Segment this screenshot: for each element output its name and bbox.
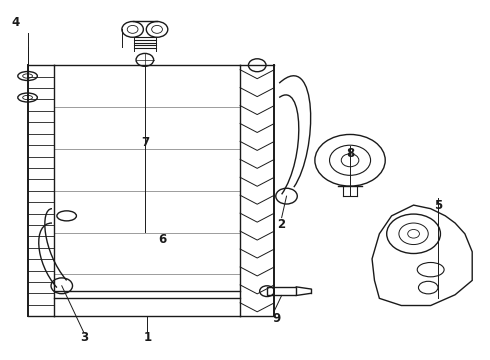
- Text: 5: 5: [434, 199, 442, 212]
- Text: 3: 3: [80, 331, 88, 344]
- Text: 2: 2: [277, 218, 286, 231]
- Text: 6: 6: [158, 233, 166, 246]
- Bar: [267, 287, 296, 296]
- Text: 4: 4: [11, 16, 20, 29]
- Text: 7: 7: [141, 136, 149, 149]
- Text: 8: 8: [346, 147, 354, 159]
- Text: 9: 9: [272, 311, 281, 325]
- Text: 1: 1: [143, 331, 151, 344]
